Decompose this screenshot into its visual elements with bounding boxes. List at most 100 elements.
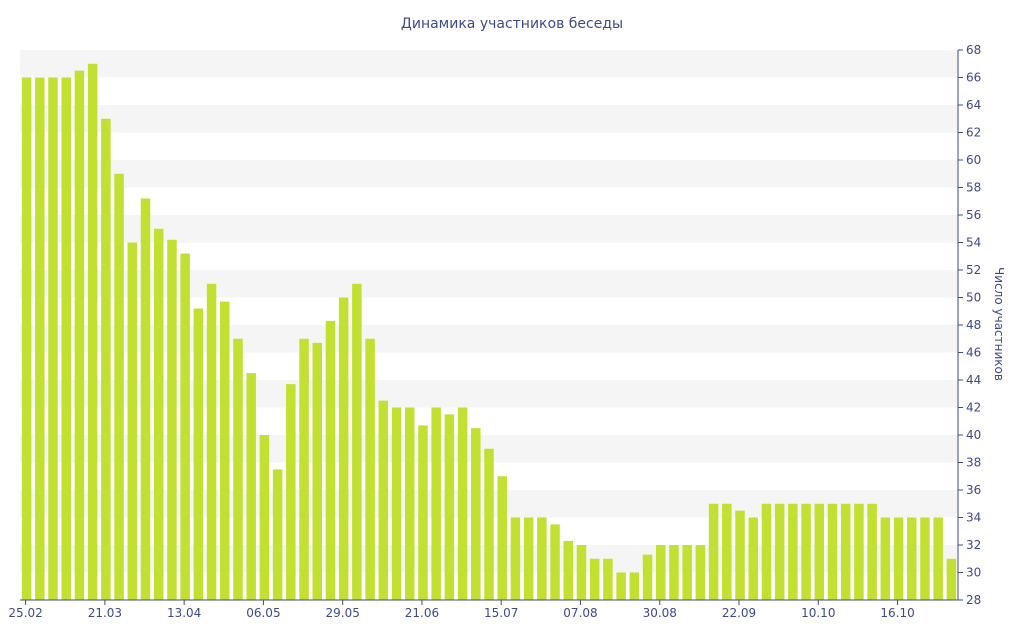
bar	[74, 70, 85, 601]
grid-band	[20, 105, 958, 133]
x-tick-label: 06.05	[246, 606, 280, 620]
bar	[233, 338, 243, 600]
bar	[35, 77, 45, 600]
bar	[140, 198, 151, 600]
bar	[391, 407, 402, 600]
y-tick-label: 44	[966, 373, 981, 387]
bar	[563, 540, 574, 601]
bars-group	[21, 63, 957, 601]
bar	[616, 572, 626, 600]
bar	[114, 173, 124, 600]
y-axis-label: Число участников	[992, 267, 1006, 381]
bar	[669, 545, 679, 600]
bar	[352, 283, 362, 600]
bar	[682, 545, 692, 600]
bar	[510, 517, 521, 600]
bar	[167, 239, 177, 600]
bar	[404, 407, 415, 600]
bar	[312, 342, 323, 600]
x-ticks-group: 25.02 21.03 13.04 06.05 29.05 21.06 15.07 07.08…	[8, 600, 915, 620]
y-tick-label: 40	[966, 428, 981, 442]
y-tick-label: 48	[966, 318, 981, 332]
y-tick-label: 68	[966, 43, 981, 57]
bar	[497, 476, 507, 600]
bar	[471, 428, 481, 601]
bar	[907, 517, 917, 600]
bar	[418, 425, 428, 601]
bar	[603, 558, 613, 600]
bar	[325, 320, 336, 601]
y-tick-label: 58	[966, 181, 981, 195]
bar	[87, 63, 98, 600]
x-tick-label: 16.10	[880, 606, 914, 620]
bar	[523, 517, 534, 600]
y-tick-label: 34	[966, 511, 981, 525]
y-tick-label: 60	[966, 153, 981, 167]
y-tick-label: 52	[966, 263, 981, 277]
bar	[127, 242, 138, 600]
y-tick-label: 66	[966, 71, 981, 85]
bar	[695, 545, 706, 600]
bar	[537, 517, 547, 600]
y-tick-label: 56	[966, 208, 981, 222]
grid-band	[20, 50, 958, 78]
x-tick-label: 07.08	[563, 606, 597, 620]
y-tick-label: 54	[966, 236, 981, 250]
x-tick-label: 15.07	[484, 606, 518, 620]
bar	[48, 77, 58, 600]
bar	[365, 338, 375, 600]
x-tick-label: 10.10	[801, 606, 835, 620]
bar	[920, 517, 930, 600]
y-tick-label: 50	[966, 291, 981, 305]
bar	[735, 510, 745, 601]
bar	[206, 283, 217, 600]
bar	[378, 400, 389, 601]
bar	[457, 407, 468, 600]
bar	[338, 297, 349, 600]
bar	[814, 503, 825, 600]
bar	[788, 503, 798, 600]
chart-title: Динамика участников беседы	[401, 16, 623, 32]
bar	[722, 503, 732, 600]
y-tick-label: 38	[966, 456, 981, 470]
x-tick-label: 13.04	[167, 606, 201, 620]
bar	[629, 572, 640, 600]
bar	[101, 118, 111, 600]
bar	[431, 407, 441, 600]
bar	[61, 77, 71, 600]
x-tick-label: 29.05	[325, 606, 359, 620]
y-tick-label: 30	[966, 566, 981, 580]
bar	[854, 503, 864, 600]
bar	[153, 228, 164, 600]
bar	[708, 503, 719, 600]
x-tick-label: 22.09	[722, 606, 756, 620]
bar	[286, 384, 296, 601]
bar	[589, 558, 600, 600]
x-tick-label: 21.03	[88, 606, 122, 620]
x-tick-label: 25.02	[8, 606, 42, 620]
y-tick-label: 64	[966, 98, 981, 112]
y-tick-label: 46	[966, 346, 981, 360]
bar	[827, 503, 838, 600]
bar	[444, 414, 455, 601]
bar	[642, 554, 653, 601]
bar	[893, 517, 904, 600]
bar	[193, 308, 204, 600]
bar	[655, 545, 666, 600]
bar	[880, 517, 891, 600]
bar	[259, 435, 270, 600]
y-tick-label: 36	[966, 483, 981, 497]
bar	[946, 558, 957, 600]
bar	[748, 517, 758, 600]
grid-band	[20, 215, 958, 243]
grid-band	[20, 160, 958, 188]
bar	[246, 373, 256, 601]
y-tick-label: 42	[966, 401, 981, 415]
bar	[272, 469, 283, 601]
bar	[576, 545, 587, 600]
bar	[933, 517, 943, 600]
x-tick-label: 30.08	[643, 606, 677, 620]
bar	[801, 503, 811, 600]
